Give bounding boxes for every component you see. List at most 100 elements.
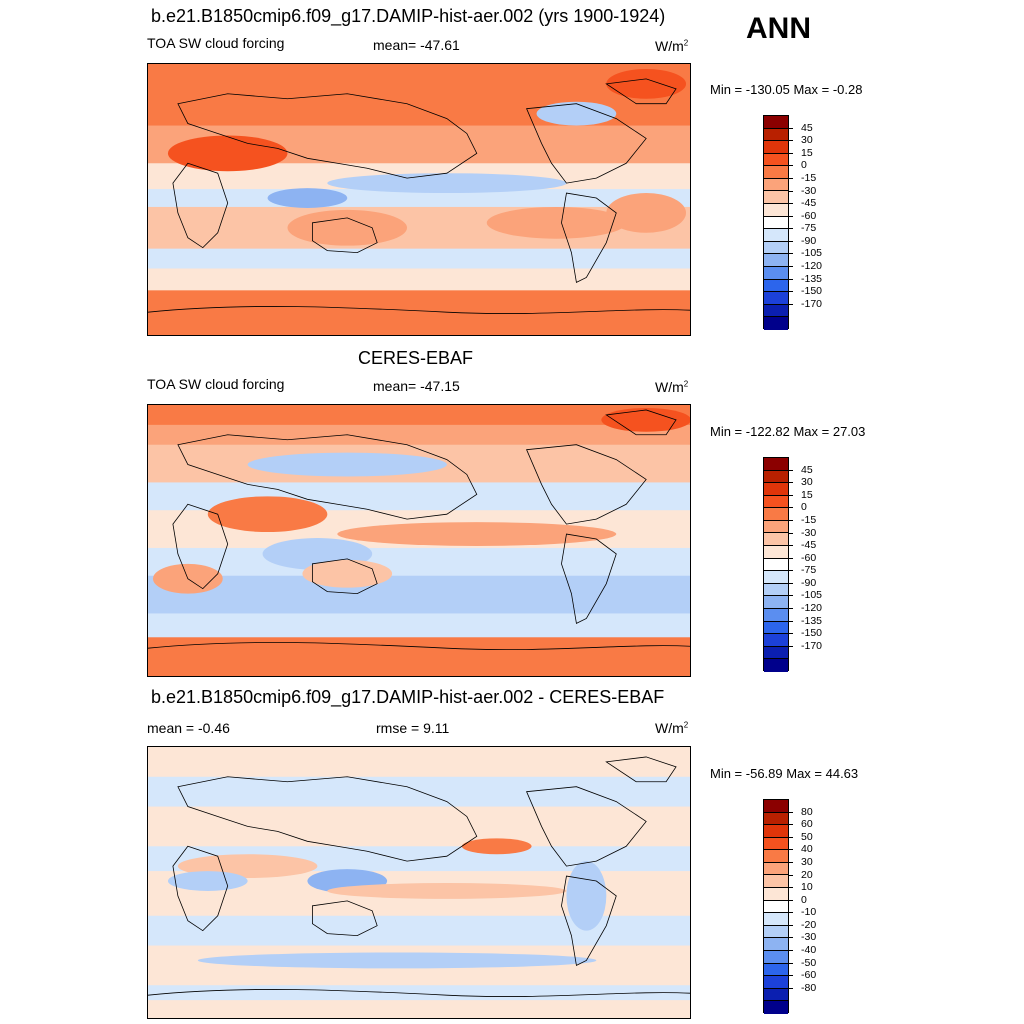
colorbar-swatch [764,279,788,293]
panel-1-variable-label: TOA SW cloud forcing [147,35,285,51]
colorbar-tick-mark [789,849,793,851]
colorbar-tick-mark [789,190,793,192]
panel-1-colorbar [763,115,789,330]
colorbar-tick-mark [789,469,793,471]
colorbar-tick-mark [789,253,793,255]
colorbar-tick-mark [789,975,793,977]
colorbar-tick-label: -45 [801,539,817,552]
colorbar-tick-label: -150 [801,627,823,640]
panel-3-minmax: Min = -56.89 Max = 44.63 [710,766,859,781]
colorbar-swatch [764,204,788,217]
colorbar-swatch [764,900,788,914]
colorbar-tick-mark [789,278,793,280]
colorbar-tick-label: -60 [801,969,817,982]
colorbar-tick-label: -90 [801,234,817,247]
colorbar-tick-label: -30 [801,184,817,197]
colorbar-tick-mark [789,633,793,635]
colorbar-swatch [764,241,788,255]
colorbar-tick-mark [789,482,793,484]
colorbar-swatch [764,800,788,813]
colorbar-tick-label: -50 [801,956,817,969]
colorbar-tick-mark [789,494,793,496]
colorbar-swatch [764,533,788,547]
colorbar-tick-label: -30 [801,526,817,539]
colorbar-tick-label: -170 [801,297,823,310]
colorbar-tick-label: -120 [801,602,823,615]
colorbar-swatch [764,128,788,142]
colorbar-swatch [764,317,788,330]
colorbar-tick-label: -75 [801,564,817,577]
colorbar-swatch [764,950,788,964]
colorbar-swatch [764,646,788,660]
colorbar-tick-label: -150 [801,285,823,298]
colorbar-tick-mark [789,266,793,268]
colorbar-tick-label: -10 [801,906,817,919]
colorbar-tick-label: -135 [801,272,823,285]
panel-3-map-svg [148,747,690,1018]
colorbar-swatch [764,988,788,1002]
colorbar-tick-label: 80 [801,805,813,818]
colorbar-swatch [764,520,788,534]
colorbar-tick-mark [789,165,793,167]
colorbar-swatch [764,292,788,305]
colorbar-tick-mark [789,582,793,584]
colorbar-swatch [764,583,788,597]
colorbar-tick-mark [789,836,793,838]
colorbar-swatch [764,458,788,471]
colorbar-tick-label: 40 [801,843,813,856]
panel-3-title: b.e21.B1850cmip6.f09_g17.DAMIP-hist-aer.… [151,687,665,707]
panel-3-colorbar [763,799,789,1014]
panel-2-mean-label: mean= -47.15 [373,378,460,394]
colorbar-tick-mark [789,950,793,952]
colorbar-tick-label: -40 [801,944,817,957]
panel-2-map [147,404,691,677]
colorbar-tick-mark [789,177,793,179]
colorbar-swatch [764,153,788,167]
colorbar-tick-mark [789,557,793,559]
panel-2-title: CERES-EBAF [358,348,474,368]
colorbar-swatch [764,141,788,154]
colorbar-tick-mark [789,570,793,572]
colorbar-tick-label: -135 [801,614,823,627]
colorbar-tick-label: -15 [801,513,817,526]
colorbar-tick-mark [789,303,793,305]
colorbar-swatch [764,229,788,242]
colorbar-tick-label: 10 [801,881,813,894]
colorbar-swatch [764,304,788,318]
colorbar-swatch [764,963,788,977]
colorbar-tick-mark [789,987,793,989]
colorbar-tick-label: 30 [801,476,813,489]
colorbar-swatch [764,558,788,572]
panel-3-mean-label: mean = -0.46 [147,720,230,736]
panel-1-mean-label: mean= -47.61 [373,37,460,53]
colorbar-tick-mark [789,811,793,813]
colorbar-tick-label: -90 [801,576,817,589]
colorbar-swatch [764,483,788,496]
colorbar-swatch [764,837,788,851]
colorbar-swatch [764,825,788,838]
colorbar-swatch [764,875,788,889]
colorbar-swatch [764,812,788,826]
colorbar-tick-mark [789,874,793,876]
colorbar-tick-mark [789,291,793,293]
panel-2-map-svg [148,405,690,676]
colorbar-tick-label: -170 [801,639,823,652]
colorbar-tick-label: -20 [801,918,817,931]
colorbar-swatch [764,178,788,192]
panel-2-variable-label: TOA SW cloud forcing [147,376,285,392]
colorbar-tick-mark [789,519,793,521]
colorbar-tick-mark [789,140,793,142]
colorbar-swatch [764,470,788,484]
colorbar-tick-mark [789,887,793,889]
colorbar-tick-label: 0 [801,893,807,906]
panel-2-colorbar [763,457,789,672]
colorbar-tick-mark [789,240,793,242]
colorbar-tick-label: 60 [801,818,813,831]
colorbar-tick-label: 30 [801,855,813,868]
colorbar-tick-label: -30 [801,931,817,944]
colorbar-tick-mark [789,228,793,230]
colorbar-tick-mark [789,127,793,129]
colorbar-tick-mark [789,595,793,597]
colorbar-tick-label: 0 [801,501,807,514]
colorbar-tick-mark [789,645,793,647]
